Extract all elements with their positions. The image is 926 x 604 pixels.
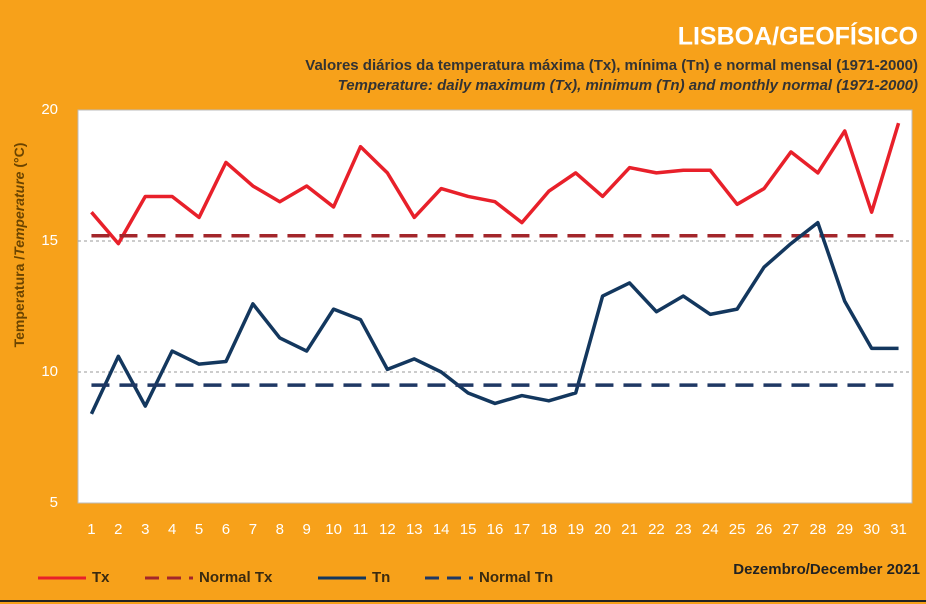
x-tick-label: 14: [433, 521, 450, 538]
legend-label: Tx: [92, 569, 110, 586]
x-tick-label: 11: [353, 521, 369, 538]
x-tick-label: 6: [222, 521, 230, 538]
data-line: [90, 122, 901, 246]
x-tick-label: 21: [621, 521, 638, 538]
x-tick-label: 31: [890, 521, 907, 538]
x-tick-label: 27: [783, 521, 800, 538]
x-tick-label: 19: [567, 521, 584, 538]
x-tick-label: 23: [675, 521, 692, 538]
x-tick-label: 5: [195, 521, 203, 538]
y-label-en: Temperature: [11, 171, 27, 256]
x-tick-label: 20: [594, 521, 611, 538]
y-tick-label: 5: [50, 494, 58, 511]
x-tick-label: 16: [487, 521, 504, 538]
y-tick-label: 20: [41, 101, 58, 118]
legend-label: Normal Tx: [199, 569, 273, 586]
x-tick-label: 24: [702, 521, 719, 538]
x-tick-label: 8: [276, 521, 284, 538]
x-tick-label: 10: [325, 521, 342, 538]
x-tick-label: 18: [540, 521, 557, 538]
legend-label: Normal Tn: [479, 569, 553, 586]
x-tick-label: 26: [756, 521, 773, 538]
x-tick-label: 22: [648, 521, 665, 538]
x-tick-label: 17: [514, 521, 531, 538]
footer: Dezembro/December 2021: [733, 561, 920, 578]
x-tick-label: 4: [168, 521, 176, 538]
data-line: [89, 220, 899, 415]
plot-area: [77, 109, 913, 504]
x-tick-label: 15: [460, 521, 477, 538]
x-tick-label: 7: [249, 521, 257, 538]
x-tick-label: 3: [141, 521, 149, 538]
y-label-unit: (°C): [11, 143, 27, 172]
subtitle: Valores diários da temperatura máxima (T…: [305, 57, 918, 74]
x-tick-label: 30: [863, 521, 880, 538]
y-tick-label: 10: [41, 363, 58, 380]
x-tick-label: 9: [303, 521, 311, 538]
chart-title: LISBOA/GEOFÍSICO: [678, 22, 918, 51]
y-tick-label: 15: [41, 232, 58, 249]
x-tick-label: 12: [379, 521, 396, 538]
x-tick-label: 2: [114, 521, 122, 538]
x-tick-label: 13: [406, 521, 423, 538]
x-tick-label: 28: [809, 521, 826, 538]
subtitle-en: Temperature: daily maximum (Tx), minimum…: [338, 77, 918, 94]
x-tick-label: 29: [836, 521, 853, 538]
y-label-pt: Temperatura /: [11, 256, 27, 348]
x-tick-label: 25: [729, 521, 746, 538]
y-axis-label: Temperatura /Temperature (°C): [11, 143, 27, 348]
x-tick-label: 1: [87, 521, 95, 538]
legend-label: Tn: [372, 569, 390, 586]
